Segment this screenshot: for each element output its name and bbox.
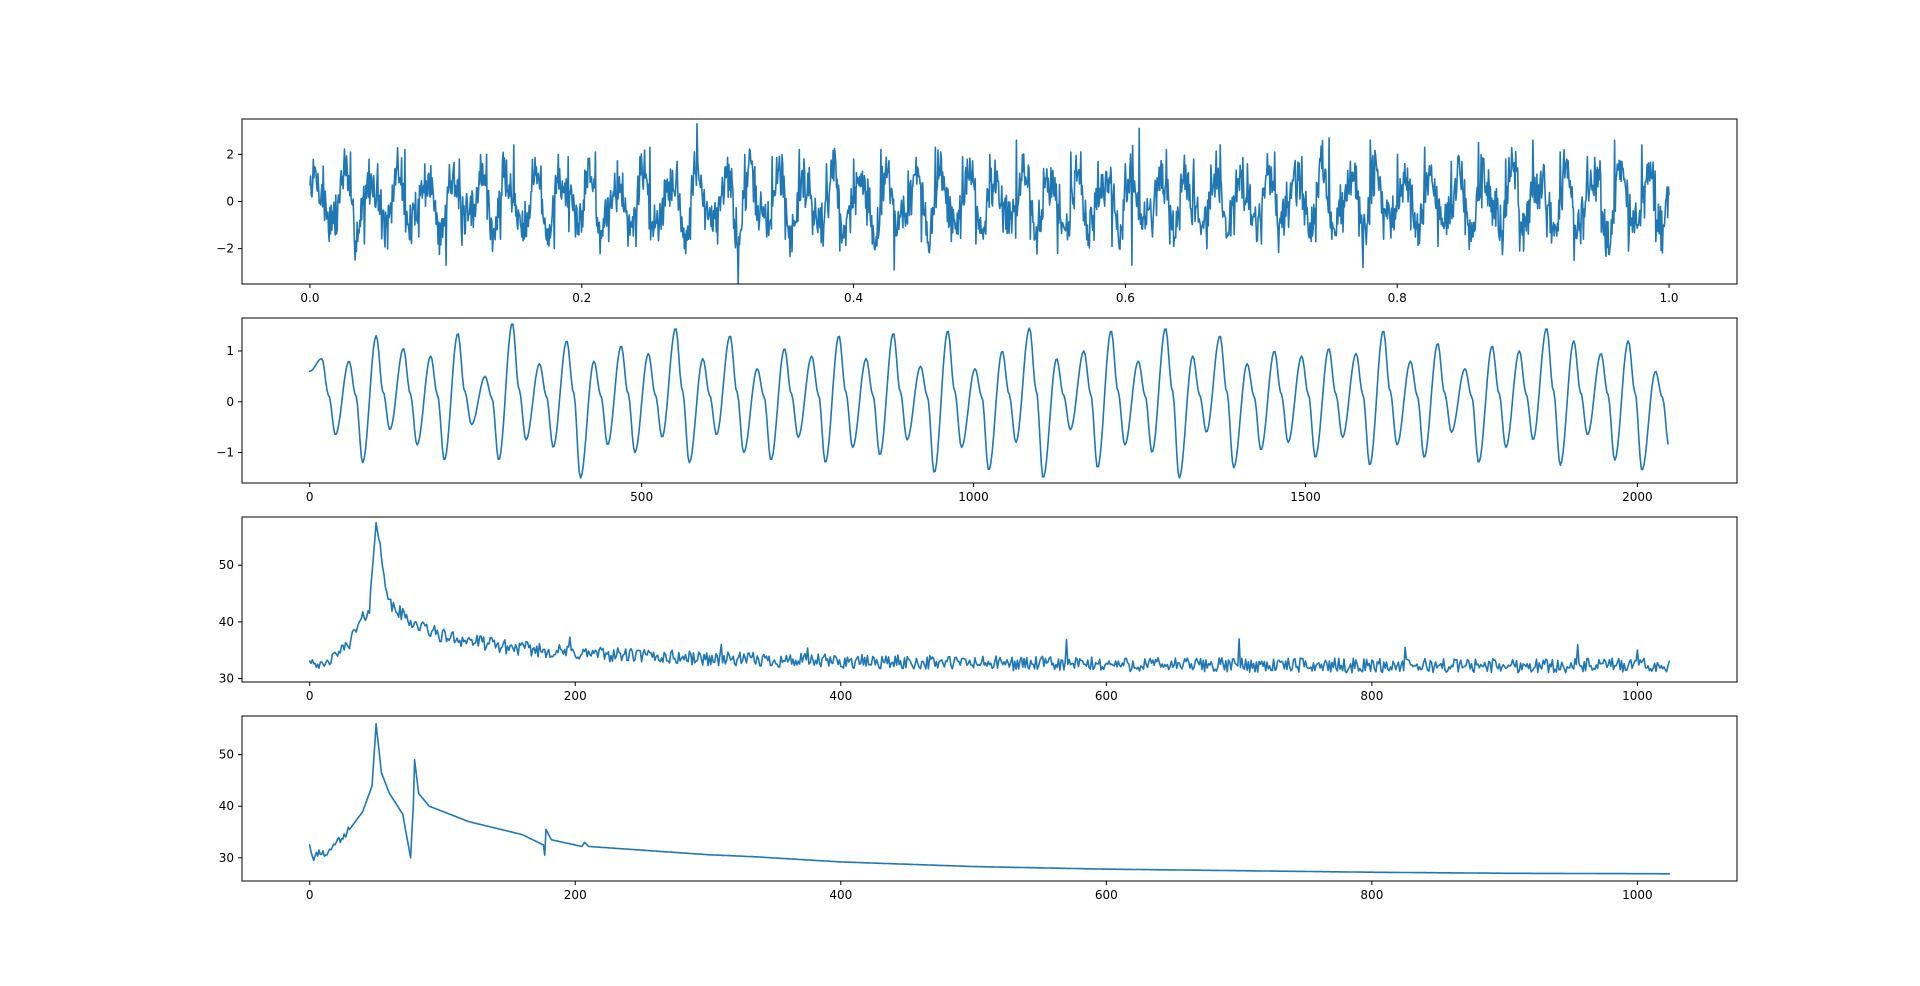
x-tick-label: 1000 [1622,888,1653,902]
x-tick-label: 0.2 [572,291,591,305]
y-tick-label: −1 [216,446,234,460]
subplot-3: 0 200 400 600 800 1000 30 40 50 [219,516,1738,703]
series-line [308,323,1669,479]
series-line [308,521,1671,674]
y-tick-label: 0 [226,395,234,409]
x-tick-label: 0.6 [1116,291,1135,305]
y-tick-label: 40 [219,799,234,813]
y-tick-label: 50 [219,748,234,762]
x-tick-label: 400 [829,888,852,902]
axes-frame [241,715,1738,882]
y-tick-label: 50 [219,558,234,572]
series-line [309,122,1670,284]
x-tick-label: 400 [829,689,852,703]
x-tick-label: 200 [564,689,587,703]
x-tick-label: 0 [306,888,314,902]
y-tick-label: 2 [226,147,234,161]
y-tick-label: 40 [219,615,234,629]
x-tick-label: 0.4 [844,291,863,305]
axes-frame [241,516,1738,683]
x-tick-label: 1.0 [1659,291,1678,305]
y-tick-label: −2 [216,242,234,256]
series-line [308,722,1671,875]
y-tick-label: 0 [226,195,234,209]
x-tick-label: 200 [564,888,587,902]
subplot-1: 0.0 0.2 0.4 0.6 0.8 1.0 −2 0 2 [216,118,1738,305]
x-tick-label: 600 [1095,888,1118,902]
y-tick-label: 30 [219,851,234,865]
x-tick-label: 600 [1095,689,1118,703]
x-tick-label: 1000 [1622,689,1653,703]
x-tick-label: 1500 [1290,490,1321,504]
x-tick-label: 2000 [1622,490,1653,504]
y-tick-label: 30 [219,672,234,686]
x-tick-label: 0 [306,490,314,504]
y-tick-label: 1 [226,344,234,358]
subplot-4: 0 200 400 600 800 1000 30 40 50 [219,715,1738,902]
x-tick-label: 1000 [958,490,989,504]
subplot-2: 0 500 1000 1500 2000 −1 0 1 [216,317,1738,504]
x-tick-label: 800 [1360,888,1383,902]
x-tick-label: 0.8 [1388,291,1407,305]
x-tick-label: 500 [630,490,653,504]
axes-frame [241,317,1738,484]
x-tick-label: 800 [1360,689,1383,703]
x-tick-label: 0.0 [300,291,319,305]
x-tick-label: 0 [306,689,314,703]
